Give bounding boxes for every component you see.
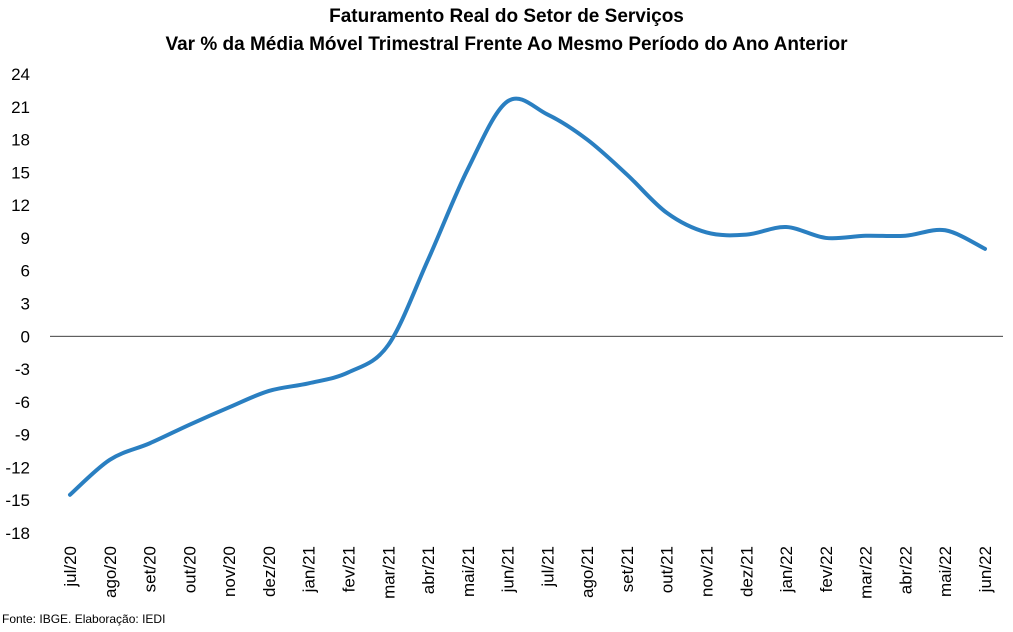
y-tick-label: -15	[5, 491, 30, 510]
series-line	[68, 96, 987, 497]
y-axis: 24 21 18 15 12 9 6 3 0 -3 -6 -9 -12 -15 -18	[5, 65, 30, 543]
y-tick-label: -12	[5, 458, 30, 477]
x-tick-label: jun/21	[499, 546, 518, 593]
x-tick-label: jun/22	[976, 546, 995, 593]
x-tick-label: ago/20	[101, 546, 120, 598]
x-tick-label: dez/21	[737, 546, 756, 597]
y-tick-label: 6	[21, 262, 30, 281]
x-tick-label: abr/22	[896, 546, 915, 594]
x-tick-label: set/20	[141, 546, 160, 592]
x-tick-label: mai/22	[936, 546, 955, 597]
x-tick-label: fev/21	[339, 546, 358, 592]
y-tick-label: -9	[15, 426, 30, 445]
x-tick-label: out/21	[658, 546, 677, 593]
y-tick-label: 18	[11, 131, 30, 150]
chart-title: Faturamento Real do Setor de Serviços	[329, 6, 684, 27]
y-tick-label: 21	[11, 98, 30, 117]
x-tick-label: mar/21	[379, 546, 398, 599]
x-tick-label: ago/21	[578, 546, 597, 598]
x-tick-label: jan/21	[300, 546, 319, 593]
x-tick-label: jul/20	[61, 546, 80, 588]
y-tick-label: 15	[11, 163, 30, 182]
x-tick-label: dez/20	[260, 546, 279, 597]
x-tick-label: set/21	[618, 546, 637, 592]
x-axis: jul/20 ago/20 set/20 out/20 nov/20 dez/20 jan/…	[61, 546, 995, 599]
y-tick-label: -6	[15, 393, 30, 412]
chart-subtitle: Var % da Média Móvel Trimestral Frente A…	[165, 34, 848, 55]
y-tick-label: 3	[21, 295, 30, 314]
x-tick-label: mar/22	[857, 546, 876, 599]
x-tick-label: out/20	[180, 546, 199, 593]
y-tick-label: 9	[21, 229, 30, 248]
y-tick-label: 0	[21, 327, 30, 346]
x-tick-label: jul/21	[538, 546, 557, 588]
y-tick-label: 12	[11, 196, 30, 215]
x-tick-label: abr/21	[419, 546, 438, 594]
y-tick-label: -3	[15, 360, 30, 379]
x-tick-label: nov/21	[698, 546, 717, 597]
x-tick-label: mai/21	[459, 546, 478, 597]
y-tick-label: -18	[5, 524, 30, 543]
x-tick-label: fev/22	[817, 546, 836, 592]
x-tick-label: nov/20	[220, 546, 239, 597]
source-note: Fonte: IBGE. Elaboração: IEDI	[2, 612, 166, 626]
y-tick-label: 24	[11, 65, 30, 84]
x-tick-label: jan/22	[777, 546, 796, 593]
